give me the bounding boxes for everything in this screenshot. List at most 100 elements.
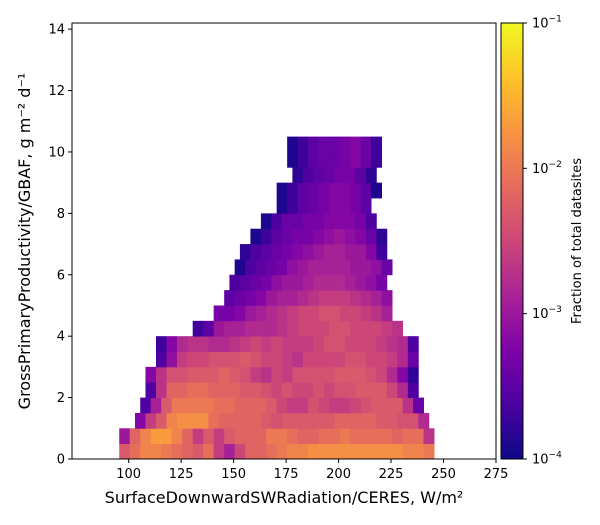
heatmap-cell — [119, 428, 131, 445]
heatmap-cell — [287, 305, 299, 322]
heatmap-cell — [350, 259, 362, 276]
heatmap-cell — [292, 382, 304, 398]
heatmap-cell — [355, 244, 367, 260]
heatmap-cell — [234, 305, 246, 322]
heatmap-cell — [318, 320, 330, 337]
heatmap-cell — [271, 274, 283, 291]
heatmap-cell — [292, 366, 304, 383]
heatmap-cell — [334, 167, 346, 184]
heatmap-cell — [334, 366, 346, 383]
heatmap-cell — [313, 351, 325, 368]
heatmap-cell — [281, 412, 293, 429]
heatmap-cell — [245, 305, 257, 322]
heatmap-cell — [250, 336, 262, 352]
heatmap-cell — [297, 290, 309, 306]
heatmap-cell — [197, 382, 209, 398]
heatmap-cell — [182, 443, 194, 460]
heatmap-cell — [371, 443, 383, 460]
heatmap-cell — [239, 336, 251, 352]
heatmap-cell — [276, 290, 288, 306]
heatmap-cell — [360, 443, 372, 460]
heatmap-cell — [234, 259, 246, 276]
heatmap-cell — [213, 305, 225, 322]
heatmap-cell — [208, 351, 220, 368]
heatmap-cell — [302, 213, 314, 230]
heatmap-cell — [329, 397, 341, 414]
heatmap-cell — [344, 244, 356, 260]
heatmap-cell — [234, 397, 246, 414]
heatmap-cell — [250, 228, 262, 245]
y-tick-label: 14 — [48, 23, 65, 38]
heatmap-cell — [407, 336, 419, 352]
heatmap-cell — [418, 412, 430, 429]
colorbar-tick-label: 10−2 — [532, 160, 562, 177]
heatmap-cell — [208, 412, 220, 429]
heatmap-cell — [266, 397, 278, 414]
heatmap-cell — [334, 213, 346, 230]
heatmap-cell — [339, 151, 351, 168]
heatmap-cell — [287, 182, 299, 199]
heatmap-cell — [334, 412, 346, 429]
heatmap-cell — [187, 412, 199, 429]
heatmap-cell — [229, 274, 241, 291]
heatmap-cell — [287, 428, 299, 445]
heatmap-cell — [276, 443, 288, 460]
heatmap-cell — [260, 228, 272, 245]
heatmap-cell — [287, 151, 299, 168]
heatmap-cell — [208, 336, 220, 352]
heatmap-cell — [323, 382, 335, 398]
heatmap-cell — [365, 244, 377, 260]
heatmap-cell — [224, 290, 236, 306]
heatmap-cell — [150, 443, 162, 460]
heatmap-cell — [260, 366, 272, 383]
heatmap-cell — [397, 412, 409, 429]
heatmap-cell — [187, 366, 199, 383]
y-tick-label: 6 — [57, 268, 65, 283]
x-tick-label: 225 — [379, 467, 404, 482]
heatmap-cell — [360, 290, 372, 306]
heatmap-cell — [276, 428, 288, 445]
heatmap-cell — [329, 305, 341, 322]
heatmap-cell — [229, 382, 241, 398]
heatmap-cell — [334, 336, 346, 352]
heatmap-cell — [360, 151, 372, 168]
heatmap-cell — [402, 428, 414, 445]
heatmap-cell — [407, 351, 419, 368]
heatmap-cell — [271, 213, 283, 230]
heatmap-cell — [344, 213, 356, 230]
heatmap-cell — [376, 274, 388, 291]
heatmap-cell — [386, 366, 398, 383]
heatmap-cell — [344, 412, 356, 429]
heatmap-cell — [365, 213, 377, 230]
heatmap-cell — [166, 382, 178, 398]
heatmap-cell — [271, 412, 283, 429]
heatmap-cell — [344, 366, 356, 383]
heatmap-cell — [234, 320, 246, 337]
heatmap-cell — [392, 428, 403, 445]
heatmap-cell — [339, 290, 351, 306]
x-tick-label: 125 — [169, 467, 194, 482]
heatmap-cell — [371, 151, 383, 168]
heatmap-cell — [155, 382, 167, 398]
heatmap-cell — [392, 397, 403, 414]
heatmap-cell — [355, 351, 367, 368]
heatmap-cell — [287, 136, 299, 153]
heatmap-cell — [234, 443, 246, 460]
heatmap-cell — [266, 305, 278, 322]
heatmap-cell — [239, 274, 251, 291]
heatmap-cell — [245, 290, 257, 306]
heatmap-cell — [297, 198, 309, 214]
heatmap-cell — [245, 443, 257, 460]
heatmap-cell — [365, 382, 377, 398]
colorbar-tick-label: 10−1 — [532, 15, 562, 32]
heatmap-cell — [171, 397, 183, 414]
heatmap-cell — [281, 228, 293, 245]
y-axis-label: GrossPrimaryProductivity/GBAF, g m⁻² d⁻¹ — [15, 73, 34, 410]
heatmap-cell — [292, 351, 304, 368]
heatmap-cell — [365, 274, 377, 291]
heatmap-cell — [365, 167, 377, 184]
heatmap-cell — [203, 443, 215, 460]
heatmap-cell — [323, 274, 335, 291]
heatmap-cell — [229, 366, 241, 383]
heatmap-cell — [292, 244, 304, 260]
